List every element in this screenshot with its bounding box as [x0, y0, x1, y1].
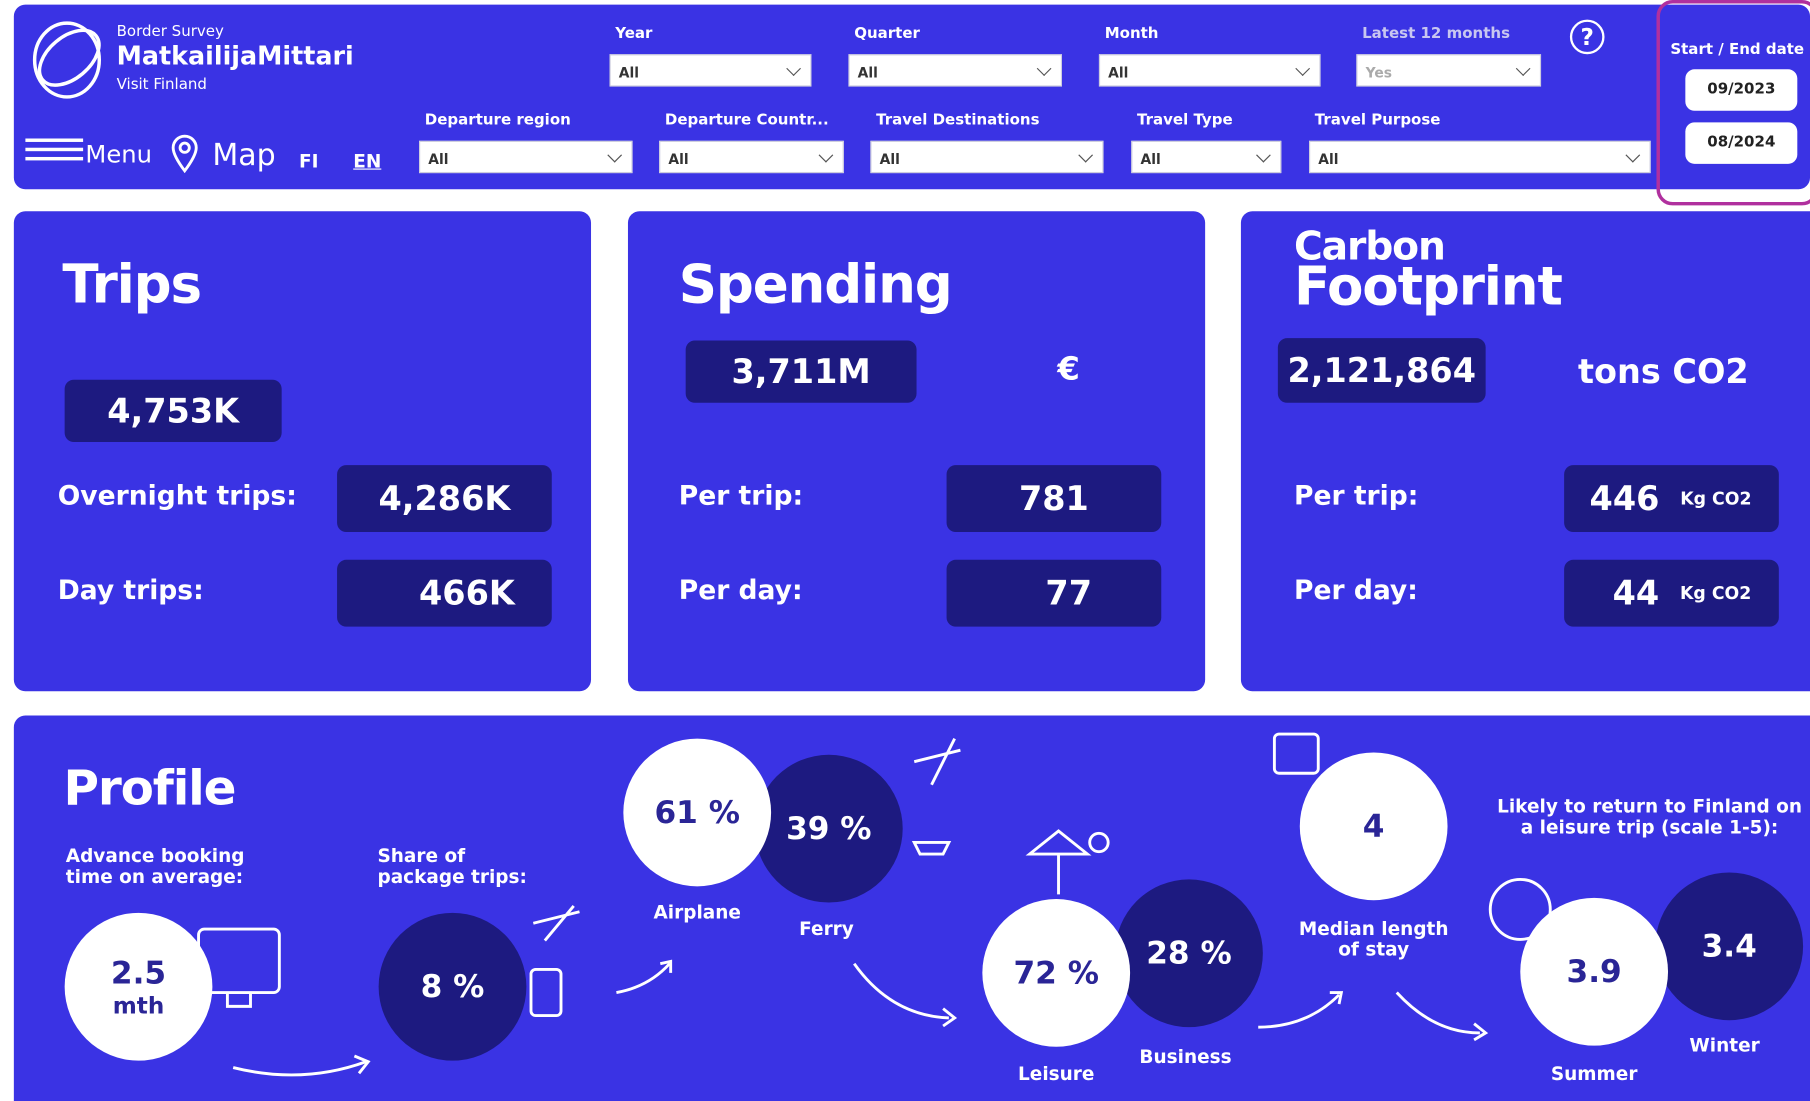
row-value: 781: [946, 465, 1162, 533]
date-range-label: Start / End date: [1670, 41, 1805, 59]
row-label: Per trip:: [1294, 481, 1419, 512]
map-icon: [171, 134, 198, 174]
filter-dropdown[interactable]: All: [1309, 140, 1651, 174]
booking-value: 2.5: [110, 955, 167, 991]
filter-label: Latest 12 months: [1362, 25, 1511, 43]
business-label: Business: [1139, 1045, 1232, 1068]
ferry-label: Ferry: [799, 917, 854, 940]
row-value: 4,286K: [337, 465, 552, 533]
spending-card: Spending 3,711M € Per trip: 781 Per day:…: [627, 211, 1206, 692]
package-label: Share of package trips:: [377, 844, 527, 888]
carbon-card: Carbon Footprint 2,121,864 tons CO2 Per …: [1240, 211, 1810, 692]
card-title: Trips: [62, 252, 202, 316]
brand: Visit Finland: [116, 76, 207, 94]
row-label: Per trip:: [678, 481, 804, 512]
row-unit: Kg CO2: [1679, 582, 1752, 604]
filter-dropdown[interactable]: All: [659, 140, 844, 174]
filter-dropdown[interactable]: All: [1131, 140, 1282, 174]
start-date[interactable]: 09/2023: [1685, 69, 1798, 111]
filter-label: Travel Type: [1137, 111, 1233, 130]
decorations: [197, 732, 1552, 1077]
filter-label: Travel Purpose: [1314, 111, 1441, 130]
subtitle: Border Survey: [116, 23, 224, 41]
row-label: Day trips:: [57, 575, 204, 606]
winter-label: Winter: [1689, 1034, 1760, 1057]
date-highlight: [1656, 0, 1810, 206]
filter-dropdown[interactable]: Yes: [1356, 54, 1542, 87]
profile-panel: Profile Advance booking time on average:…: [13, 715, 1810, 1101]
booking-unit: mth: [112, 990, 165, 1019]
airplane-value: 61 %: [623, 738, 772, 887]
spending-total: 3,711M: [685, 340, 917, 403]
lang-en[interactable]: EN: [353, 150, 382, 172]
end-date[interactable]: 08/2024: [1685, 122, 1798, 164]
filter-label: Departure region: [424, 111, 571, 130]
trips-card: Trips 4,753K Overnight trips: 4,286K Day…: [13, 211, 592, 692]
airplane-label: Airplane: [653, 901, 741, 924]
row-value: 446: [1589, 478, 1660, 519]
filter-dropdown[interactable]: All: [1098, 54, 1321, 87]
logo: [32, 21, 102, 99]
menu-button[interactable]: Menu: [85, 140, 152, 169]
row-unit: Kg CO2: [1680, 488, 1752, 509]
unit: €: [1057, 349, 1080, 388]
filter-label: Travel Destinations: [876, 111, 1040, 130]
filter-label: Month: [1104, 25, 1159, 43]
carbon-total: 2,121,864: [1277, 338, 1486, 403]
filter-dropdown[interactable]: All: [870, 140, 1104, 174]
menu-icon[interactable]: [25, 138, 84, 161]
card-title: Spending: [678, 252, 953, 316]
row-label: Per day:: [678, 575, 803, 606]
row-label: Overnight trips:: [57, 481, 297, 512]
filter-dropdown[interactable]: All: [419, 140, 633, 174]
stay-label: Median length of stay: [1298, 917, 1449, 961]
filter-label: Year: [615, 25, 653, 43]
filter-label: Quarter: [854, 25, 920, 43]
filter-dropdown[interactable]: All: [848, 54, 1062, 87]
ferry-value: 39 %: [754, 754, 903, 903]
winter-value: 3.4: [1655, 872, 1804, 1021]
row-label: Per day:: [1294, 575, 1418, 606]
summer-value: 3.9: [1520, 897, 1669, 1046]
filter-dropdown[interactable]: All: [609, 54, 812, 87]
row-value: 44: [1612, 573, 1660, 613]
lang-fi[interactable]: FI: [298, 150, 319, 172]
leisure-value: 72 %: [982, 899, 1131, 1047]
row-value: 77: [946, 559, 1162, 627]
business-value: 28 %: [1115, 879, 1263, 1028]
booking-label: Advance booking time on average:: [65, 844, 245, 888]
app-title: MatkailijaMittari: [116, 42, 354, 72]
card-title: Carbon: [1294, 223, 1446, 271]
package-value: 8 %: [378, 912, 527, 1061]
row-value: 466K: [337, 559, 552, 627]
filter-label: Departure Countr...: [664, 111, 829, 130]
summer-label: Summer: [1550, 1062, 1638, 1085]
card-title: Footprint: [1294, 255, 1563, 318]
leisure-label: Leisure: [1018, 1062, 1095, 1085]
help-button[interactable]: ?: [1569, 19, 1605, 55]
unit: tons CO2: [1577, 352, 1749, 392]
map-button[interactable]: Map: [212, 138, 276, 174]
trips-total: 4,753K: [64, 379, 282, 443]
return-label: Likely to return to Finland on a leisure…: [1497, 795, 1803, 838]
profile-title: Profile: [63, 759, 236, 816]
stay-value: 4: [1299, 752, 1448, 901]
